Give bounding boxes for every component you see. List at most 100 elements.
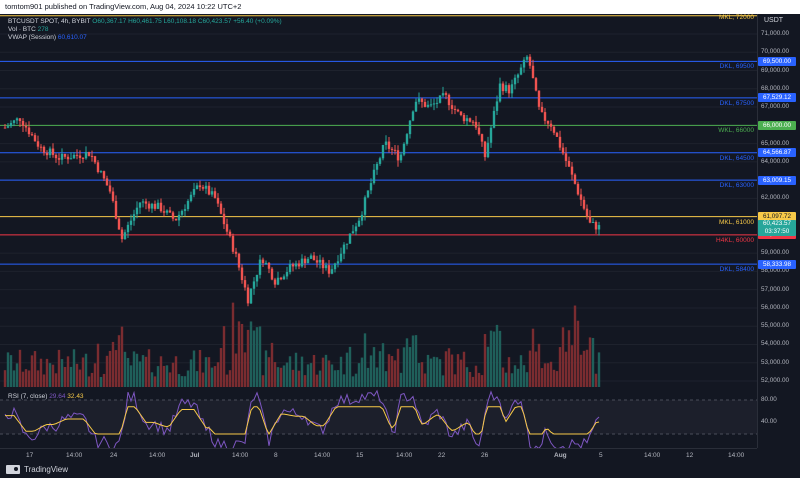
volume-bar xyxy=(69,366,73,387)
time-tick: 24 xyxy=(110,452,118,459)
volume-bar xyxy=(267,357,271,387)
candle-body xyxy=(597,225,601,230)
volume-bar xyxy=(561,327,565,387)
currency-label[interactable]: USDT xyxy=(764,17,784,24)
candle-body xyxy=(408,120,412,135)
volume-bar xyxy=(264,350,268,387)
candle-body xyxy=(141,201,145,203)
volume-bar xyxy=(378,351,382,387)
volume-bar xyxy=(282,365,286,387)
vwap-label[interactable]: VWAP (Session) xyxy=(8,34,57,41)
candle-body xyxy=(414,101,418,112)
candle-body xyxy=(198,185,202,188)
candle-body xyxy=(480,134,484,142)
candle-body xyxy=(204,185,208,189)
time-tick: Jul xyxy=(190,452,200,459)
volume-label[interactable]: Vol · BTC xyxy=(8,26,36,33)
volume-bar xyxy=(42,374,46,387)
candle-body xyxy=(327,265,331,274)
candle-body xyxy=(234,251,238,254)
candle-body xyxy=(282,276,286,280)
volume-bar xyxy=(513,365,517,387)
candle-body xyxy=(33,135,37,142)
price-scale[interactable]: 71,000.00 70,000.00 69,000.00 68,000.00 67,0… xyxy=(757,14,800,448)
candle-body xyxy=(531,65,535,79)
volume-bar xyxy=(417,362,421,387)
level-label: MKL, 61000 xyxy=(718,218,754,226)
candle-body xyxy=(411,111,415,121)
candle-body xyxy=(192,188,196,195)
candle-body xyxy=(6,126,10,128)
volume-bar xyxy=(171,362,175,387)
tradingview-logo-icon xyxy=(6,465,20,474)
candle-body xyxy=(186,200,190,210)
candle-body xyxy=(357,220,361,227)
candle-body xyxy=(39,146,43,148)
chart-pane[interactable]: BTCUSDT SPOT, 4h, BYBIT O60,367.17 H60,4… xyxy=(0,14,757,448)
candle-body xyxy=(375,163,379,170)
time-tick: 12 xyxy=(686,452,694,459)
volume-bar xyxy=(594,373,598,387)
candle-body xyxy=(354,226,358,232)
volume-bar xyxy=(33,351,37,387)
candle-body xyxy=(525,56,529,60)
price-tick: 55,000.00 xyxy=(761,322,790,330)
volume-bar xyxy=(567,330,571,387)
volume-bar xyxy=(339,356,343,387)
candle-body xyxy=(288,264,292,273)
price-tick: 56,000.00 xyxy=(761,303,790,311)
volume-bar xyxy=(348,346,352,387)
candle-body xyxy=(468,118,472,122)
volume-bar xyxy=(87,376,91,387)
volume-bar xyxy=(318,370,322,387)
volume-bar xyxy=(66,356,70,387)
volume-bar xyxy=(306,364,310,387)
candle-body xyxy=(315,260,319,263)
candle-body xyxy=(117,218,121,230)
volume-bar xyxy=(183,376,187,387)
candle-body xyxy=(594,222,598,230)
time-tick: 17 xyxy=(26,452,34,459)
volume-bar xyxy=(597,352,601,387)
volume-bar xyxy=(438,359,442,387)
symbol-info[interactable]: BTCUSDT SPOT, 4h, BYBIT xyxy=(8,18,91,25)
candle-body xyxy=(339,253,343,262)
volume-bar xyxy=(270,342,274,387)
time-axis[interactable]: 17 14:00 24 14:00 Jul 14:00 8 14:00 15 14:00 22 26 A… xyxy=(0,448,757,463)
volume-bar xyxy=(564,351,568,387)
volume-bar xyxy=(189,359,193,387)
ohlc-values: O60,367.17 H60,461.75 L60,108.18 C60,423… xyxy=(92,18,282,25)
candle-body xyxy=(12,120,16,123)
candle-body xyxy=(201,187,205,189)
volume-bar xyxy=(75,363,79,387)
candle-body xyxy=(360,214,364,221)
rsi-label[interactable]: RSI (7, close) xyxy=(8,393,48,400)
volume-bar xyxy=(468,371,472,387)
candle-body xyxy=(528,56,532,66)
volume-bar xyxy=(546,363,550,387)
candle-body xyxy=(243,280,247,288)
volume-bar xyxy=(462,351,466,387)
volume-bar xyxy=(219,348,223,387)
volume-bar xyxy=(93,363,97,387)
volume-value: 278 xyxy=(37,26,49,33)
candle-body xyxy=(291,264,295,267)
candle-body xyxy=(69,158,73,160)
price-tick: 52,000.00 xyxy=(761,376,790,384)
candle-body xyxy=(540,106,544,113)
candle-body xyxy=(351,231,355,234)
volume-bar xyxy=(387,354,391,387)
candle-body xyxy=(189,194,193,201)
volume-bar xyxy=(192,350,196,387)
candle-body xyxy=(417,98,421,102)
candle-body xyxy=(144,201,148,204)
volume-bar xyxy=(81,357,85,387)
candle-body xyxy=(9,122,13,127)
volume-bar xyxy=(537,343,541,387)
candle-body xyxy=(543,112,547,121)
candlestick-chart[interactable] xyxy=(0,14,757,448)
price-tick: 54,000.00 xyxy=(761,340,790,348)
volume-bar xyxy=(261,375,265,387)
time-tick: 14:00 xyxy=(314,452,331,459)
candle-body xyxy=(81,157,85,159)
